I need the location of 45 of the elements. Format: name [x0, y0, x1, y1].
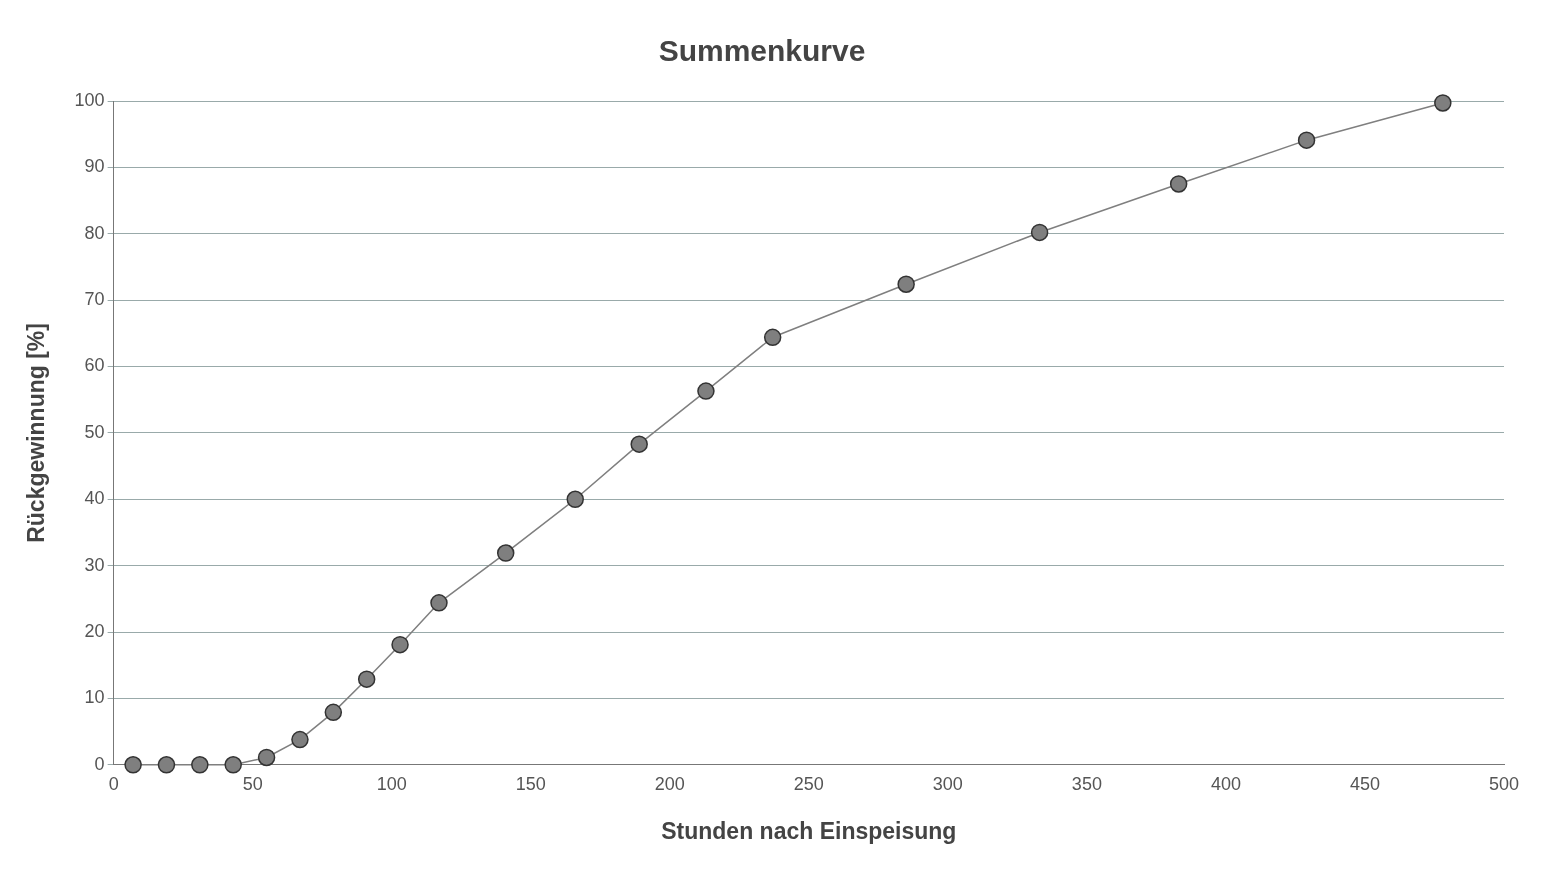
point — [1169, 175, 1188, 193]
point — [496, 544, 515, 562]
x-tick-label: 50 — [242, 773, 263, 794]
y-tick-label: 100 — [74, 89, 105, 110]
point — [291, 730, 309, 749]
y-tick-label: 60 — [84, 355, 105, 376]
point — [257, 748, 276, 767]
x-tick-label: 400 — [1210, 773, 1241, 794]
y-tick-label: 30 — [84, 554, 105, 575]
y-tick-label: 40 — [84, 488, 105, 509]
point — [191, 756, 209, 774]
x-axis-title: Stunden nach Einspeisung — [661, 817, 957, 844]
y-tick-label: 10 — [84, 687, 105, 708]
point — [763, 328, 782, 347]
point — [157, 756, 176, 774]
y-tick-label: 70 — [84, 289, 105, 310]
point — [391, 635, 409, 654]
point — [357, 670, 376, 688]
y-tick-label: 90 — [84, 156, 105, 177]
x-tick-label: 500 — [1488, 773, 1520, 794]
point — [897, 275, 915, 293]
point — [1030, 223, 1049, 242]
x-tick-label: 450 — [1349, 773, 1380, 794]
y-tick-label: 0 — [94, 753, 105, 774]
point — [124, 756, 142, 774]
x-tick-label: 0 — [108, 773, 119, 794]
chart-title: Summenkurve — [658, 34, 866, 68]
x-tick-label: 250 — [793, 773, 824, 794]
point — [324, 703, 343, 722]
y-tick-label: 50 — [84, 421, 105, 442]
x-tick-label: 350 — [1071, 773, 1102, 794]
y-tick-label: 20 — [84, 621, 105, 642]
point — [630, 435, 648, 453]
point — [566, 490, 584, 509]
x-tick-label: 200 — [654, 773, 685, 794]
point — [224, 756, 242, 774]
point — [1297, 131, 1316, 149]
y-tick-label: 80 — [84, 222, 105, 243]
x-tick-label: 300 — [932, 773, 963, 794]
point — [430, 594, 448, 612]
x-tick-label: 150 — [515, 773, 546, 794]
point — [697, 382, 715, 400]
y-axis-title: Rückgewinnung [%] — [23, 323, 50, 543]
point — [1434, 94, 1452, 112]
x-tick-label: 100 — [376, 773, 407, 794]
